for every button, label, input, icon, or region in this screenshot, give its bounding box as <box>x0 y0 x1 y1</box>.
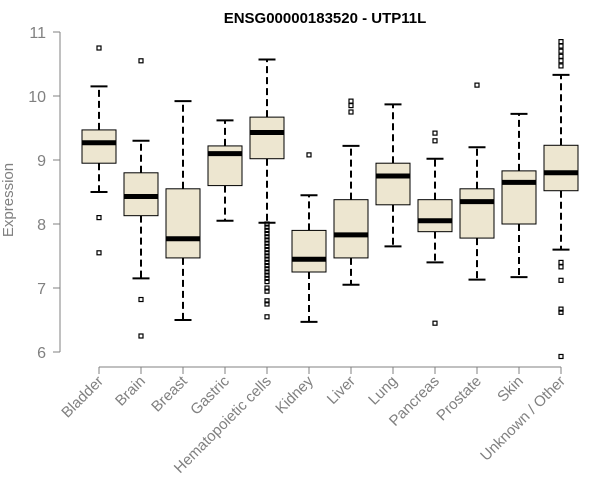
box-group <box>207 119 243 222</box>
outlier-point <box>558 306 564 312</box>
outlier-point <box>264 269 270 275</box>
outlier-point <box>96 215 102 221</box>
outlier-point <box>558 264 564 270</box>
box <box>333 199 369 259</box>
box <box>459 188 495 239</box>
x-tick-label: Breast <box>148 372 191 415</box>
outlier-point <box>264 279 270 285</box>
outlier-point <box>96 45 102 51</box>
outlier-point <box>474 82 480 88</box>
y-tick-label: 7 <box>37 281 46 298</box>
outlier-point <box>138 58 144 64</box>
x-tick-label: Liver <box>324 373 359 408</box>
outlier-point <box>264 288 270 294</box>
box-group <box>81 45 117 256</box>
outlier-point <box>264 266 270 272</box>
outlier-point <box>264 253 270 259</box>
y-tick-label: 9 <box>37 153 46 170</box>
box <box>249 116 285 160</box>
outlier-point <box>306 152 312 158</box>
outlier-point <box>264 301 270 307</box>
outlier-point <box>432 130 438 136</box>
box-group <box>333 98 369 286</box>
outlier-point <box>264 263 270 269</box>
outlier-point <box>264 227 270 233</box>
outlier-point <box>432 320 438 326</box>
x-tick-label: Lung <box>365 373 401 409</box>
outlier-point <box>558 63 564 69</box>
box <box>81 129 117 164</box>
y-tick-label: 8 <box>37 217 46 234</box>
outlier-point <box>558 38 564 45</box>
outlier-point <box>264 275 270 281</box>
outlier-point <box>348 109 354 115</box>
box-group <box>417 130 453 326</box>
box <box>501 170 537 225</box>
box-group <box>375 103 411 248</box>
box <box>417 199 453 233</box>
outlier-point <box>264 224 270 230</box>
x-tick-label: Skin <box>494 373 527 406</box>
outlier-point <box>558 259 564 265</box>
outlier-point <box>264 285 270 291</box>
outlier-point <box>264 243 270 249</box>
outlier-point <box>558 53 564 59</box>
outlier-point <box>264 298 270 304</box>
outlier-point <box>264 259 270 265</box>
box-group <box>543 38 579 360</box>
outlier-point <box>264 240 270 246</box>
y-tick-label: 10 <box>28 89 46 106</box>
outlier-point <box>264 237 270 243</box>
outlier-point <box>558 58 564 64</box>
outlier-point <box>348 102 354 109</box>
x-tick-label: Bladder <box>58 373 107 422</box>
box <box>165 188 201 259</box>
outlier-point <box>264 231 270 237</box>
outlier-point <box>138 333 144 339</box>
box-group <box>123 58 159 339</box>
plot-area <box>81 38 579 360</box>
outlier-point <box>264 250 270 256</box>
outlier-point <box>264 221 270 227</box>
box-group <box>291 152 327 323</box>
outlier-point <box>264 272 270 278</box>
box <box>543 144 579 192</box>
box <box>291 229 327 273</box>
x-tick-label: Kidney <box>272 372 317 417</box>
outlier-point <box>558 353 564 360</box>
y-axis-label: Expression <box>0 163 17 237</box>
outlier-point <box>264 314 270 320</box>
x-tick-label: Prostate <box>433 373 485 425</box>
box-group <box>501 112 537 279</box>
box-group <box>459 82 495 281</box>
outlier-point <box>264 247 270 253</box>
box <box>375 162 411 206</box>
outlier-point <box>558 277 564 283</box>
outlier-point <box>558 48 564 54</box>
outlier-point <box>348 98 354 104</box>
box-group <box>249 58 285 320</box>
outlier-point <box>264 256 270 262</box>
outlier-point <box>558 43 564 49</box>
y-tick-label: 6 <box>37 345 46 362</box>
outlier-point <box>264 234 270 240</box>
y-axis: 6 7 8 9 10 11 <box>28 25 61 362</box>
outlier-point <box>558 309 564 315</box>
x-tick-label: Brain <box>112 373 149 410</box>
box-group <box>165 100 201 321</box>
outlier-point <box>432 138 438 144</box>
y-tick-label: 11 <box>29 25 46 42</box>
chart-title: ENSG00000183520 - UTP11L <box>224 10 427 27</box>
outlier-point <box>138 296 144 303</box>
outlier-point <box>96 250 102 256</box>
